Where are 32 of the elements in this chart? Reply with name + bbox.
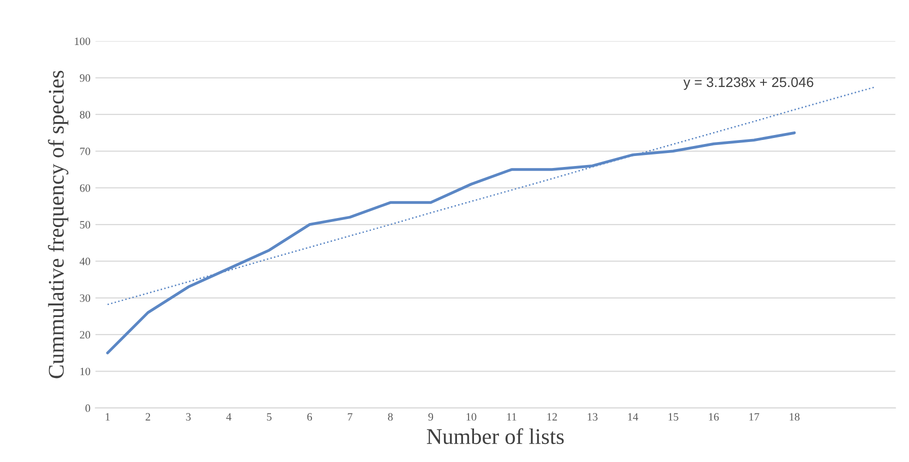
x-tick-label: 1 — [106, 413, 110, 421]
x-tick-label: 9 — [428, 413, 434, 421]
x-tick-label: 4 — [226, 413, 232, 421]
y-tick-label: 10 — [80, 368, 90, 376]
x-tick-label: 16 — [708, 413, 719, 421]
x-tick-label: 17 — [749, 413, 760, 421]
x-axis-title: Number of lists — [426, 428, 564, 444]
x-tick-label: 8 — [388, 413, 393, 421]
y-tick-label: 40 — [80, 258, 90, 266]
x-tick-label: 18 — [790, 413, 800, 421]
y-tick-label: 30 — [80, 294, 90, 302]
y-axis-title: Cummulative frequency of species — [48, 70, 68, 378]
x-tick-label: 2 — [146, 413, 150, 421]
y-tick-label: 20 — [80, 331, 90, 339]
y-tick-label: 50 — [80, 221, 90, 228]
y-tick-label: 80 — [80, 110, 90, 118]
x-tick-label: 3 — [186, 413, 191, 421]
x-tick-label: 7 — [348, 413, 352, 421]
y-tick-label: 0 — [85, 404, 90, 412]
x-tick-label: 15 — [668, 413, 678, 421]
x-tick-label: 14 — [628, 413, 638, 421]
y-tick-label: 60 — [80, 184, 90, 192]
x-tick-label: 5 — [267, 413, 272, 421]
x-tick-label: 13 — [588, 413, 598, 421]
y-tick-label: 70 — [80, 148, 90, 156]
x-tick-label: 10 — [466, 413, 476, 421]
y-tick-label: 100 — [74, 38, 90, 46]
x-tick-label: 12 — [547, 413, 557, 421]
x-tick-label: 11 — [507, 413, 516, 421]
annotation: y = 3.1238x + 25.046 — [683, 77, 814, 90]
y-tick-label: 90 — [80, 74, 90, 82]
x-tick-label: 6 — [307, 413, 312, 421]
